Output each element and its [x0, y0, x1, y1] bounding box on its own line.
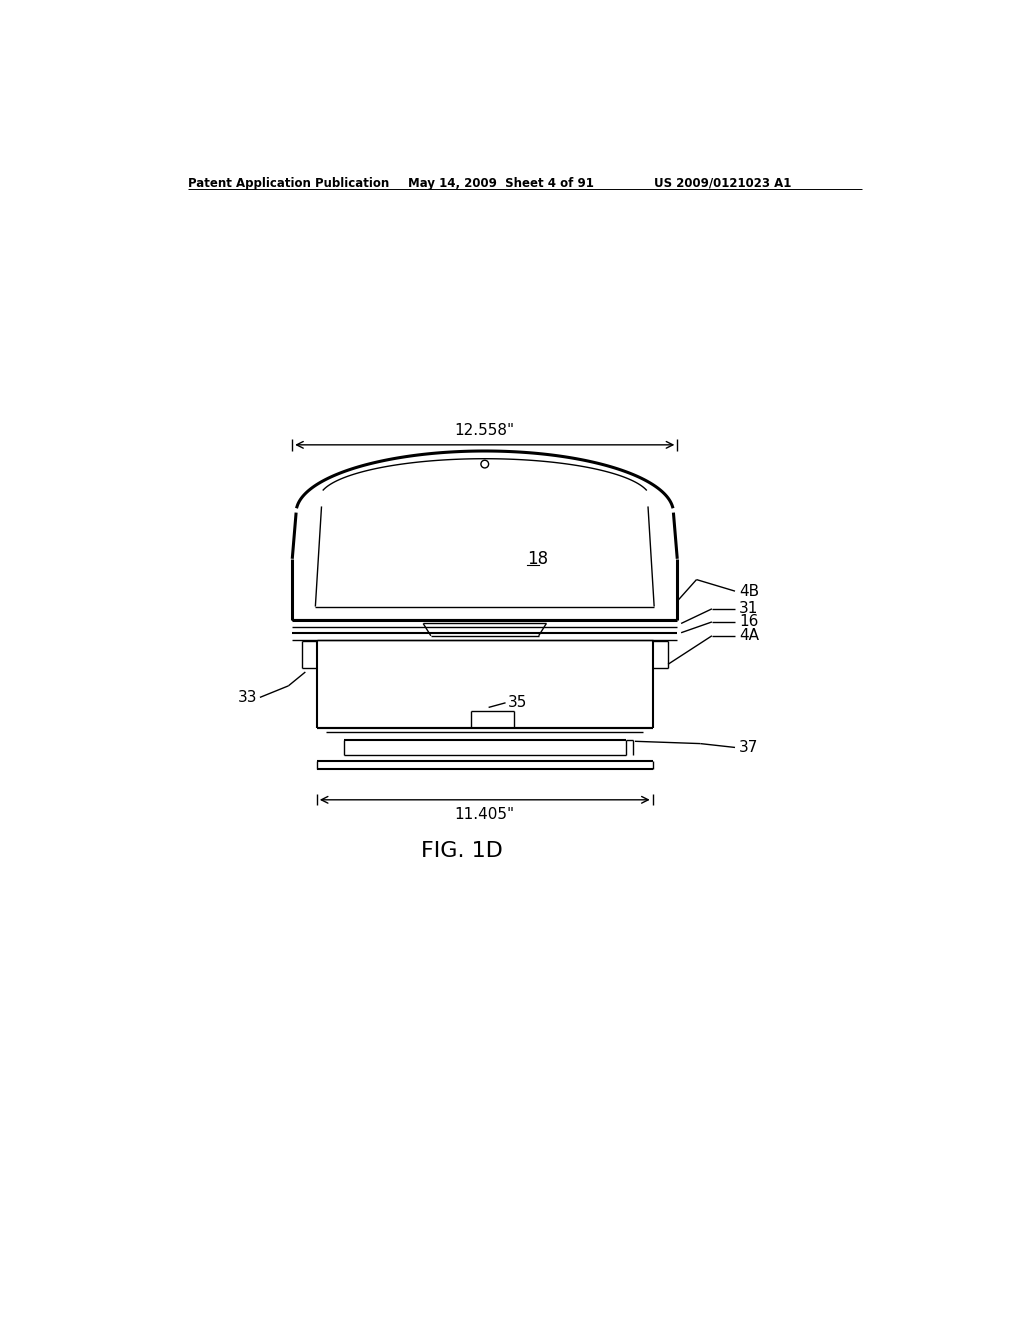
Text: Patent Application Publication: Patent Application Publication	[188, 177, 389, 190]
Text: May 14, 2009  Sheet 4 of 91: May 14, 2009 Sheet 4 of 91	[408, 177, 594, 190]
Text: 12.558": 12.558"	[455, 422, 515, 438]
Text: 16: 16	[739, 614, 758, 630]
Text: 4A: 4A	[739, 628, 759, 643]
Text: FIG. 1D: FIG. 1D	[421, 841, 503, 862]
Text: 37: 37	[739, 741, 758, 755]
Text: US 2009/0121023 A1: US 2009/0121023 A1	[654, 177, 792, 190]
Text: 4B: 4B	[739, 583, 759, 599]
Text: 18: 18	[527, 550, 548, 568]
Text: 33: 33	[239, 690, 258, 705]
Text: 11.405": 11.405"	[455, 807, 515, 822]
Text: 31: 31	[739, 602, 758, 616]
Text: 35: 35	[508, 696, 527, 710]
